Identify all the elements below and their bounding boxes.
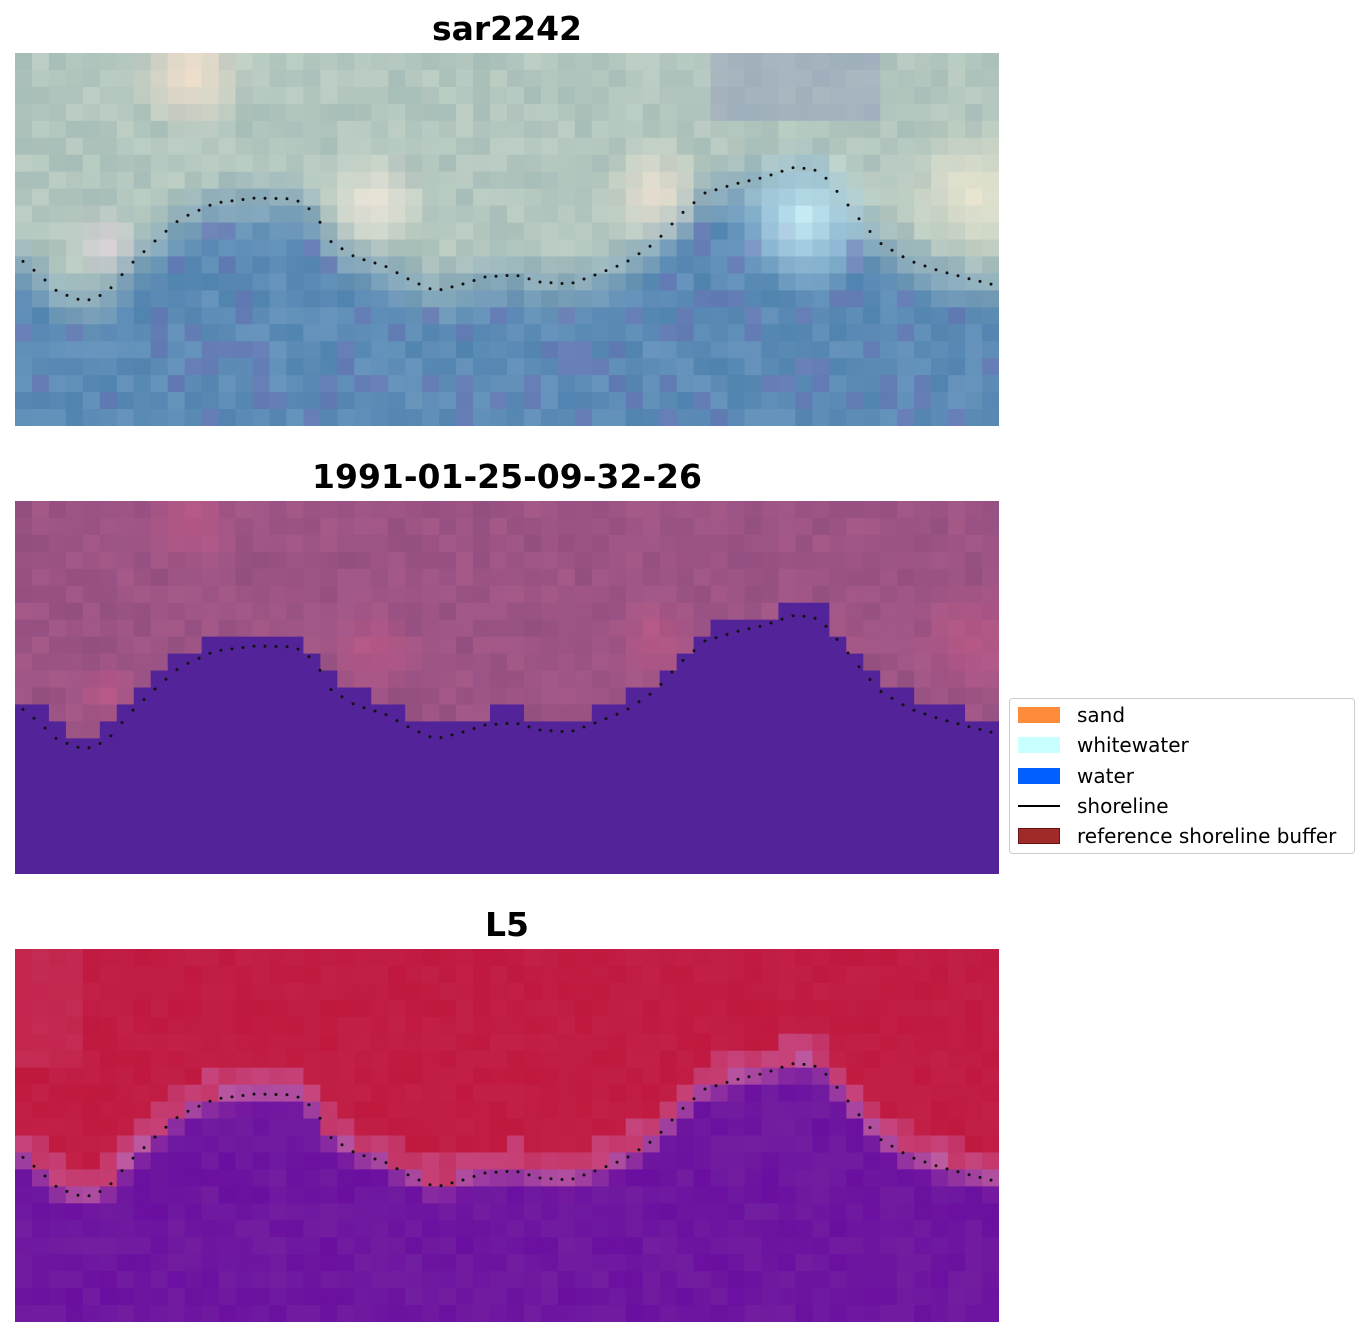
shoreline-points bbox=[21, 1062, 993, 1198]
legend-swatch-sand bbox=[1018, 707, 1060, 723]
index-image-panel bbox=[15, 949, 999, 1322]
legend-swatch-reference-buffer bbox=[1018, 828, 1060, 844]
classified-image-panel bbox=[15, 501, 999, 874]
legend-item-sand: sand bbox=[1018, 703, 1125, 727]
panel-title-rgb: sar2242 bbox=[431, 9, 583, 48]
legend-swatch-whitewater bbox=[1018, 737, 1060, 753]
rgb-image-panel bbox=[15, 53, 999, 426]
legend-item-reference-buffer: reference shoreline buffer bbox=[1018, 824, 1336, 848]
shoreline-points bbox=[21, 614, 993, 750]
legend-line-shoreline bbox=[1018, 805, 1060, 807]
legend-item-whitewater: whitewater bbox=[1018, 733, 1189, 757]
legend-item-shoreline: shoreline bbox=[1018, 794, 1169, 818]
legend-swatch-water bbox=[1018, 768, 1060, 784]
panel-title-index: L5 bbox=[485, 905, 529, 944]
shoreline-points bbox=[21, 166, 993, 302]
panel-title-classified: 1991-01-25-09-32-26 bbox=[312, 457, 702, 496]
legend: sand whitewater water shoreline referenc… bbox=[1009, 698, 1355, 854]
legend-item-water: water bbox=[1018, 764, 1134, 788]
